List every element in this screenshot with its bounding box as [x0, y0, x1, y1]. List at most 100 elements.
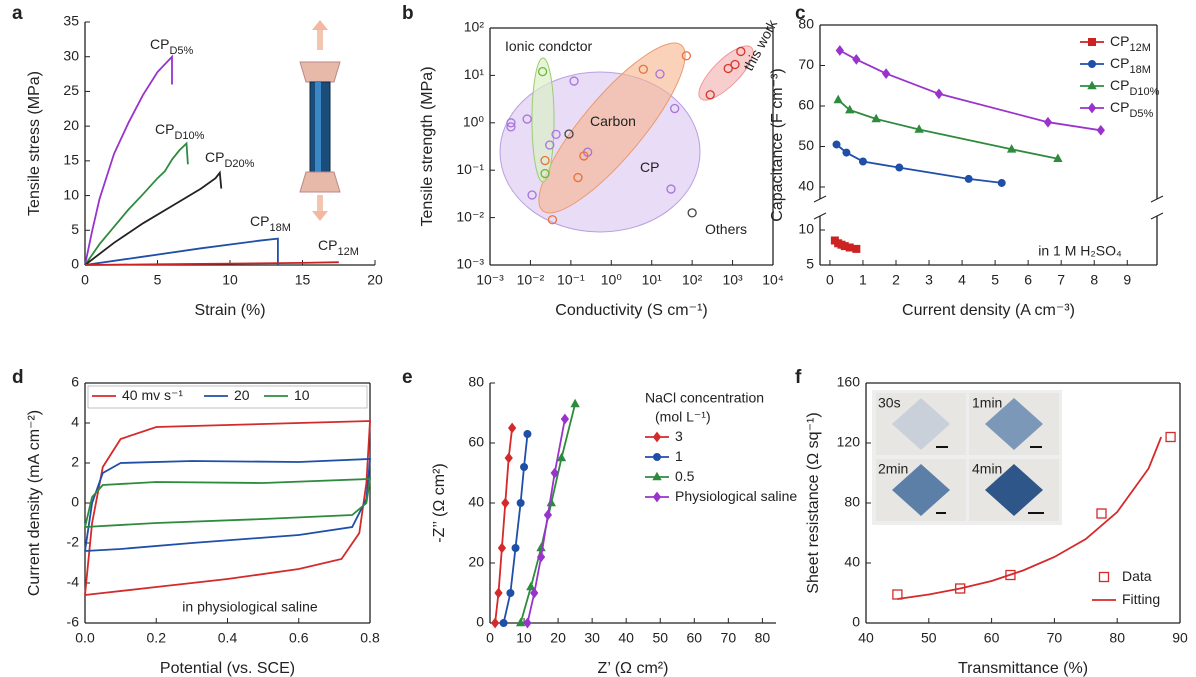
film	[892, 398, 950, 450]
series-line	[84, 478, 372, 528]
x-tick-label: 60	[686, 630, 702, 646]
data-point	[523, 430, 532, 438]
data-point	[551, 129, 561, 140]
series-label: CP18M	[250, 213, 291, 234]
inset-label: 1min	[972, 395, 1002, 411]
data-point	[497, 542, 507, 554]
x-tick-label: 0.2	[147, 630, 167, 646]
data-point	[516, 499, 525, 507]
series-name: CP	[155, 121, 174, 137]
data-point	[522, 114, 532, 124]
inset-label: 2min	[878, 461, 908, 477]
data-point	[579, 151, 589, 161]
data-point	[536, 551, 546, 563]
arrow-shaft	[317, 195, 323, 211]
data-point	[537, 66, 548, 77]
x-tick-label: 0	[81, 272, 89, 288]
data-point	[1043, 116, 1053, 128]
x-tick-label: 50	[921, 630, 937, 646]
x-tick-label: 10⁻¹	[557, 272, 585, 288]
break-mark	[1150, 195, 1164, 203]
this-work-region	[698, 45, 754, 101]
x-tick-label: 40	[858, 630, 874, 646]
data-point	[1005, 569, 1016, 581]
series-label: 1	[675, 448, 683, 464]
data-point	[1053, 153, 1063, 162]
x-axis-label: Conductivity (S cm⁻¹)	[555, 302, 707, 319]
series-name: CP	[1110, 55, 1129, 71]
x-tick-label: 0	[486, 630, 494, 646]
data-point	[573, 172, 583, 183]
x-tick-label: 20	[367, 272, 383, 288]
panel-label: c	[795, 3, 806, 24]
y-tick-label: 20	[63, 117, 79, 133]
break-mark	[1150, 212, 1164, 220]
series-subscript: D10%	[174, 130, 204, 142]
x-tick-label: 9	[1123, 272, 1131, 288]
data-point	[550, 467, 559, 479]
data-point	[545, 140, 555, 150]
data-point	[736, 46, 746, 57]
x-tick-label: 6	[1024, 272, 1032, 288]
x-tick-label: 80	[755, 630, 771, 646]
data-point	[494, 587, 503, 599]
legend-subtitle: (mol L⁻¹)	[655, 409, 711, 425]
series-subscript: 12M	[1129, 42, 1150, 54]
photo-inset	[872, 390, 1062, 525]
series-name: CP	[250, 213, 269, 229]
x-tick-label: 4	[958, 272, 966, 288]
data-point	[569, 76, 579, 86]
series-name: 40 mv s⁻¹	[122, 387, 183, 403]
series-name: 0.5	[675, 468, 695, 484]
series-line	[84, 54, 173, 266]
arrow-down	[312, 211, 328, 221]
inset-label: 4min	[972, 461, 1002, 477]
series-line	[84, 170, 223, 266]
grip	[299, 61, 341, 83]
x-axis-label: Strain (%)	[194, 302, 265, 319]
data-point	[997, 178, 1006, 187]
grip	[299, 171, 341, 193]
specimen-inset	[299, 20, 341, 221]
y-tick-label: 80	[798, 16, 814, 32]
panel-label: d	[12, 367, 24, 388]
series-name: 3	[675, 428, 683, 444]
data-point	[508, 422, 517, 434]
series-name: 10	[294, 387, 310, 403]
x-tick-label: 7	[1057, 272, 1065, 288]
x-tick-label: 10²	[682, 272, 703, 288]
x-tick-label: 10	[516, 630, 532, 646]
series-line	[897, 436, 1163, 600]
legend-title: NaCl concentration	[645, 390, 764, 406]
panel-label: a	[12, 3, 23, 24]
regions	[499, 42, 754, 233]
x-tick-label: 3	[925, 272, 933, 288]
data-point	[655, 69, 665, 79]
series-label: Data	[1122, 568, 1152, 584]
panel: a 0 5 10 15 20 0 5 10 15 20 25 30 35 Strain (%) Tensile…	[12, 3, 383, 319]
series-subscript: 18M	[269, 222, 290, 234]
x-tick-label: 0.0	[75, 630, 95, 646]
x-tick-label: 10¹	[642, 272, 663, 288]
series-line	[84, 237, 279, 266]
data-point	[499, 619, 508, 627]
data-point	[540, 155, 550, 166]
series-label: Fitting	[1122, 591, 1160, 607]
y-tick-label: 0	[852, 614, 860, 630]
series-name: 1	[675, 448, 683, 464]
data-point	[934, 88, 944, 100]
y-tick-label: 10⁻²	[456, 208, 484, 224]
series-name: CP	[205, 149, 224, 165]
y-tick-label: 40	[798, 178, 814, 194]
panel-label: b	[402, 3, 414, 24]
data-point	[687, 208, 697, 218]
y-tick-label: -2	[67, 534, 80, 550]
x-tick-label: 10⁻²	[517, 272, 545, 288]
break-mark	[813, 212, 827, 220]
x-tick-label: 20	[550, 630, 566, 646]
data-point	[730, 59, 740, 70]
panel: b 10⁻³ 10⁻² 10⁻¹ 10⁰ 10¹ 10² 10³ 10⁴ 10⁻³ 10⁻² 10⁻¹…	[402, 3, 784, 319]
y-tick-label: 10⁻³	[456, 256, 484, 272]
data-point	[845, 243, 854, 252]
y-tick-label: 10⁰	[463, 114, 485, 130]
